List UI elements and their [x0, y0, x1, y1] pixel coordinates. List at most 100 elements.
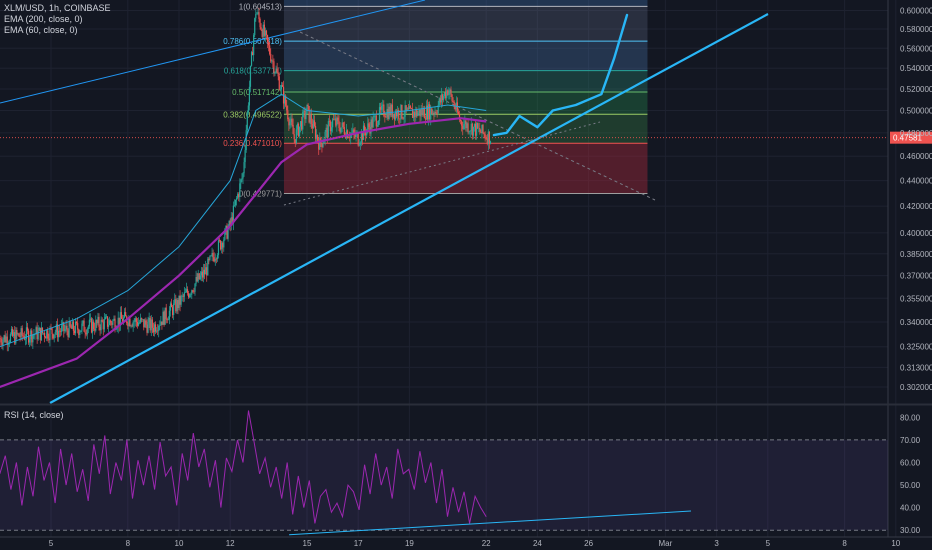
candle-body	[108, 324, 110, 327]
candle-body	[256, 13, 258, 15]
candle-body	[368, 123, 370, 128]
candle-body	[66, 325, 68, 331]
candle-body	[294, 139, 296, 144]
fib-label: 1(0.604513)	[239, 2, 282, 11]
candle-body	[246, 112, 248, 131]
candle-body	[56, 324, 58, 338]
candle-body	[337, 117, 339, 121]
candle-body	[478, 127, 480, 129]
candle-body	[39, 327, 41, 341]
ema200-legend[interactable]: EMA (200, close, 0)	[4, 14, 83, 24]
candle-body	[479, 127, 481, 132]
upper-trendline	[0, 0, 426, 104]
candle-body	[185, 289, 188, 293]
candle-body	[432, 112, 434, 115]
candle-body	[99, 326, 101, 331]
candle-body	[412, 108, 414, 118]
candle-body	[9, 334, 12, 343]
candle-body	[270, 54, 272, 62]
candle-body	[16, 330, 18, 335]
candle-body	[175, 299, 177, 312]
time-tick-label: 3	[714, 539, 719, 548]
candle-body	[273, 61, 275, 74]
candle-body	[279, 89, 281, 91]
candle-body	[444, 92, 446, 97]
price-tick-label: 0.500000	[900, 106, 932, 115]
candle-body	[416, 109, 418, 116]
candle-body	[224, 229, 226, 240]
ema60-legend[interactable]: EMA (60, close, 0)	[4, 25, 78, 35]
candle-body	[405, 105, 407, 111]
candle-body	[418, 109, 420, 113]
candle-body	[260, 27, 262, 30]
candle-body	[349, 137, 351, 139]
candle-body	[353, 129, 355, 134]
candle-body	[467, 123, 469, 133]
candle-body	[269, 45, 271, 55]
candle-body	[308, 106, 310, 123]
candle-body	[389, 106, 391, 116]
candle-body	[135, 318, 137, 323]
rsi-tick-label: 40.00	[900, 504, 921, 513]
candle-body	[464, 120, 466, 125]
candle-body	[191, 290, 193, 295]
candle-body	[281, 85, 284, 87]
candle-body	[305, 113, 307, 120]
candle-body	[458, 114, 461, 120]
candle-body	[113, 318, 115, 321]
candle-body	[295, 129, 297, 144]
candles	[0, 7, 492, 352]
candle-body	[380, 107, 382, 110]
rsi-trendline	[289, 510, 692, 536]
lower-trendline	[49, 13, 769, 404]
candle-body	[57, 330, 60, 338]
candle-body	[197, 273, 199, 282]
candle-body	[195, 276, 197, 284]
candle-body	[88, 319, 90, 327]
rsi-legend[interactable]: RSI (14, close)	[4, 410, 64, 420]
candle-body	[48, 338, 50, 341]
symbol-label[interactable]: XLM/USD, 1h, COINBASE	[4, 3, 111, 13]
candle-body	[264, 30, 266, 36]
candle-body	[335, 118, 337, 126]
candle-body	[372, 117, 374, 128]
candle-body	[309, 114, 311, 123]
candle-body	[217, 240, 220, 256]
candle-body	[237, 194, 239, 199]
candle-body	[49, 327, 51, 341]
price-tick-label: 0.420000	[900, 202, 932, 211]
fib-label: 0.382(0.496522)	[223, 110, 282, 119]
candle-body	[437, 104, 439, 114]
candle-body	[402, 117, 404, 119]
candle-body	[26, 327, 29, 331]
candle-body	[193, 291, 195, 293]
price-tick-label: 0.460000	[900, 152, 932, 161]
candle-body	[40, 327, 42, 341]
candle-body	[423, 108, 425, 119]
candle-body	[420, 109, 422, 117]
candle-body	[278, 76, 280, 90]
candle-body	[236, 198, 238, 200]
candle-body	[460, 119, 462, 122]
candle-body	[72, 321, 74, 331]
candle-body	[69, 321, 71, 327]
candle-body	[263, 24, 265, 36]
candle-body	[205, 267, 207, 275]
candle-body	[255, 13, 257, 19]
candle-body	[480, 131, 482, 134]
candle-body	[316, 134, 318, 139]
candle-body	[202, 269, 205, 278]
candle-body	[165, 307, 167, 320]
candle-body	[212, 252, 214, 258]
candle-body	[21, 328, 23, 336]
rsi-line	[0, 410, 487, 524]
candle-body	[65, 325, 67, 330]
candle-body	[468, 131, 470, 133]
candle-body	[477, 123, 479, 129]
candle-body	[472, 126, 474, 136]
candle-body	[239, 183, 241, 198]
candle-body	[86, 328, 88, 335]
candle-body	[436, 113, 438, 114]
